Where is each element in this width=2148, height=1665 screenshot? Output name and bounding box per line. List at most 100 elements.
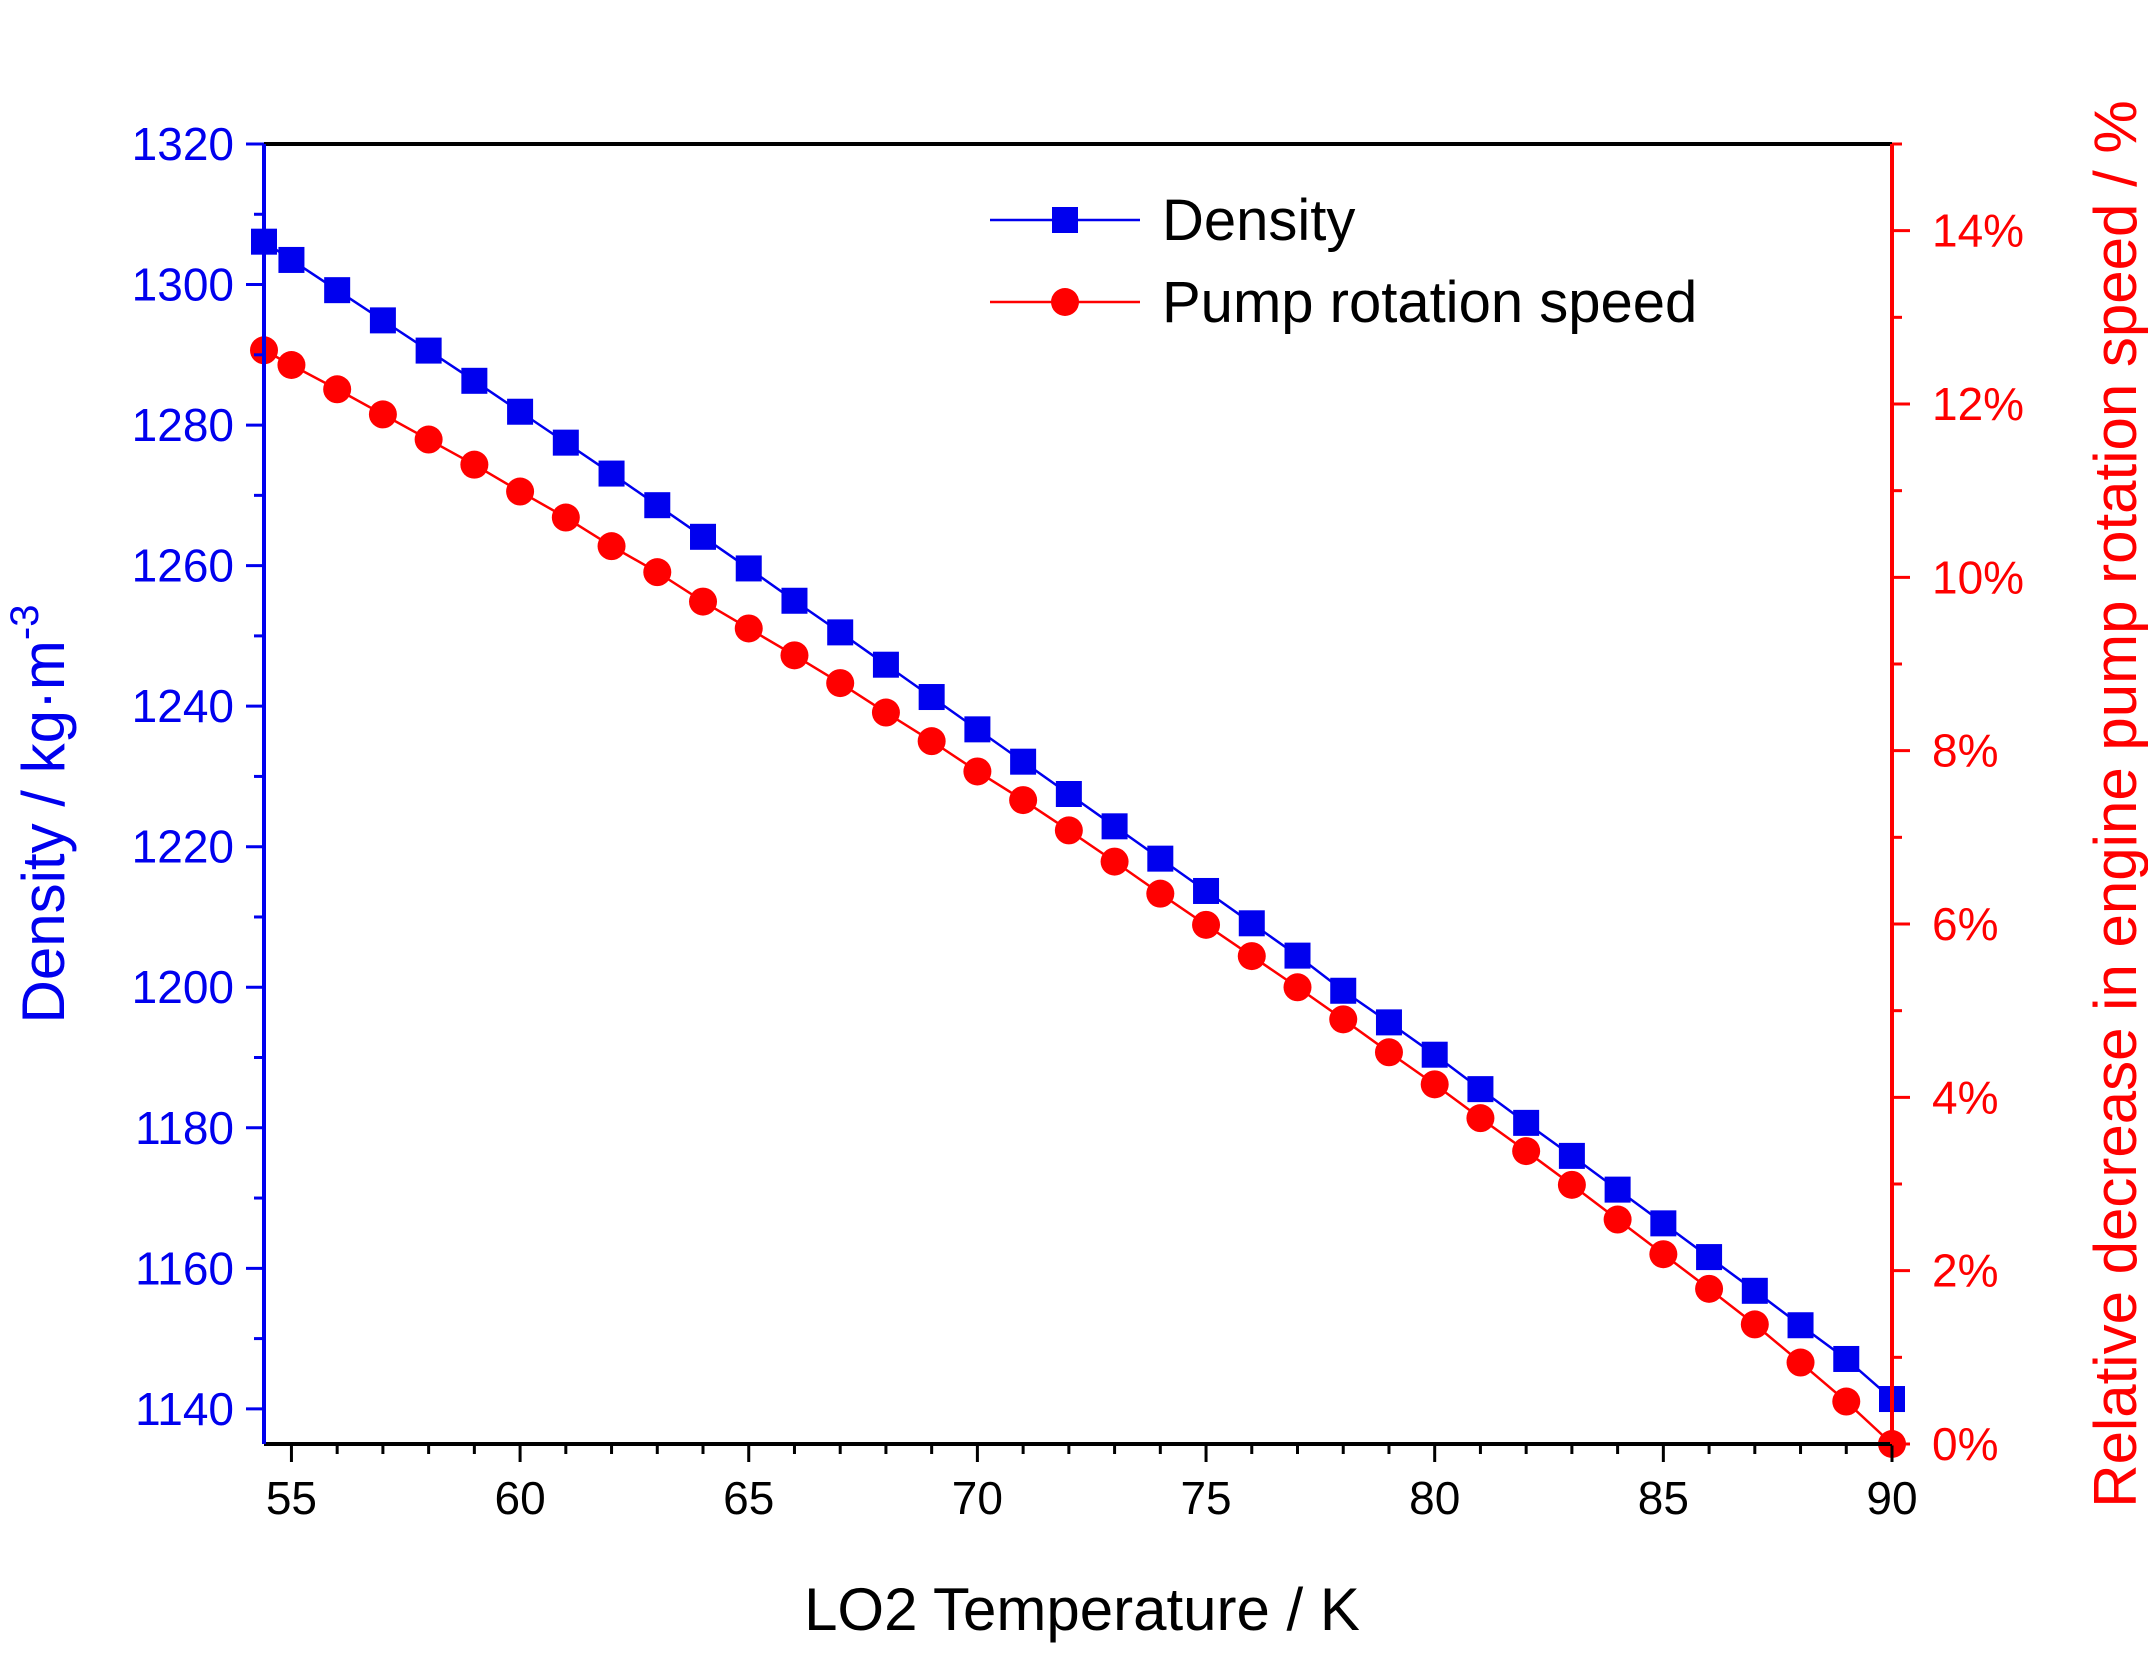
y-left-tick-label: 1320 (132, 118, 234, 170)
density-point (644, 492, 671, 519)
pump-point (1329, 1005, 1358, 1034)
x-tick-label: 90 (1866, 1472, 1917, 1524)
density-point (598, 460, 625, 487)
legend-density-marker-icon (1052, 207, 1078, 233)
pump-point (323, 375, 352, 404)
pump-point (414, 425, 443, 454)
y-right-tick-label: 12% (1932, 378, 2024, 430)
y-left-tick-label: 1200 (132, 961, 234, 1013)
density-point (1101, 813, 1128, 840)
density-point (781, 587, 808, 614)
density-point (872, 651, 899, 678)
axes-layer: 55 60 65 70 75 80 85 90 1140 1160 1180 1200 1220 1240… (132, 118, 2024, 1524)
density-point (1147, 845, 1174, 872)
pump-point (1374, 1038, 1403, 1067)
x-tick-label: 65 (723, 1472, 774, 1524)
y-right-tick-label: 10% (1932, 551, 2024, 603)
y-left-tick-label: 1220 (132, 821, 234, 873)
density-point (1513, 1109, 1540, 1136)
pump-point (1649, 1240, 1678, 1269)
pump-point (1100, 847, 1129, 876)
pump-point (551, 503, 580, 532)
x-tick-label: 75 (1180, 1472, 1231, 1524)
pump-point (734, 614, 763, 643)
density-point (1330, 977, 1357, 1004)
legend-pump-marker-icon (1051, 288, 1079, 316)
pump-point (689, 587, 718, 616)
density-point (507, 398, 534, 425)
density-point (827, 619, 854, 646)
density-point (415, 337, 442, 364)
pump-point (963, 757, 992, 786)
x-tick-label: 70 (952, 1472, 1003, 1524)
y-right-tick-label: 8% (1932, 725, 1998, 777)
density-point (1375, 1009, 1402, 1036)
density-point (918, 684, 945, 711)
y-left-tick-label: 1160 (135, 1242, 234, 1294)
pump-point (1283, 973, 1312, 1002)
density-point (1741, 1277, 1768, 1304)
y-left-tick-label: 1300 (132, 259, 234, 311)
pump-point (1420, 1070, 1449, 1099)
y-right-tick-label: 6% (1932, 898, 1998, 950)
pump-point (506, 477, 535, 506)
density-point (1467, 1076, 1494, 1103)
density-point (1696, 1244, 1723, 1271)
density-point (1055, 781, 1082, 807)
legend-pump-label: Pump rotation speed (1162, 270, 1697, 335)
density-point (1421, 1041, 1448, 1068)
pump-point (1466, 1104, 1495, 1133)
pump-point (1557, 1170, 1586, 1199)
y-right-tick-label: 14% (1932, 205, 2024, 257)
pump-point (597, 532, 626, 561)
density-point (461, 367, 488, 394)
pump-point (871, 698, 900, 727)
density-point (1010, 748, 1037, 775)
pump-point (917, 727, 946, 756)
pump-point (1146, 879, 1175, 908)
y-left-tick-label: 1180 (135, 1102, 234, 1154)
pump-point (1512, 1137, 1541, 1166)
x-tick-label: 60 (495, 1472, 546, 1524)
y-right-tick-label: 2% (1932, 1245, 1998, 1297)
density-point (369, 307, 396, 334)
pump-point (368, 400, 397, 429)
y-left-tick-label: 1260 (132, 540, 234, 592)
density-point (324, 277, 351, 304)
y-left-axis-title-main: Density / kg·m (10, 640, 77, 1023)
pump-point (460, 450, 489, 479)
density-point (1604, 1176, 1631, 1203)
density-point (690, 523, 717, 550)
y-right-tick-label: 0% (1932, 1418, 1998, 1470)
legend-density-label: Density (1162, 188, 1355, 253)
legend: Density Pump rotation speed (990, 188, 1697, 335)
pump-point (1786, 1348, 1815, 1377)
pump-point (1832, 1387, 1861, 1416)
density-point (1650, 1210, 1677, 1237)
y-left-axis-title: Density / kg·m-3 (3, 605, 77, 1024)
pump-point (643, 558, 672, 587)
pump-point (1009, 786, 1038, 815)
density-point (735, 555, 762, 582)
density-point (1284, 942, 1311, 969)
y-left-tick-label: 1140 (135, 1383, 234, 1435)
density-point (552, 429, 579, 456)
pump-point (1237, 942, 1266, 971)
pump-point (1192, 910, 1221, 939)
pump-point (1695, 1274, 1724, 1303)
density-point (278, 246, 305, 273)
y-left-tick-label: 1240 (132, 680, 234, 732)
x-axis-title: LO2 Temperature / K (804, 1576, 1360, 1643)
density-point (1193, 877, 1220, 904)
pump-point (277, 351, 306, 379)
y-left-tick-label: 1280 (132, 399, 234, 451)
x-tick-label: 85 (1638, 1472, 1689, 1524)
series-layer (250, 228, 1906, 1458)
pump-point (826, 669, 855, 698)
y-right-tick-label: 4% (1932, 1071, 1998, 1123)
density-point (1238, 910, 1265, 937)
y-left-axis-title-superscript: -3 (3, 605, 47, 641)
x-tick-label: 80 (1409, 1472, 1460, 1524)
density-point (1558, 1142, 1585, 1169)
